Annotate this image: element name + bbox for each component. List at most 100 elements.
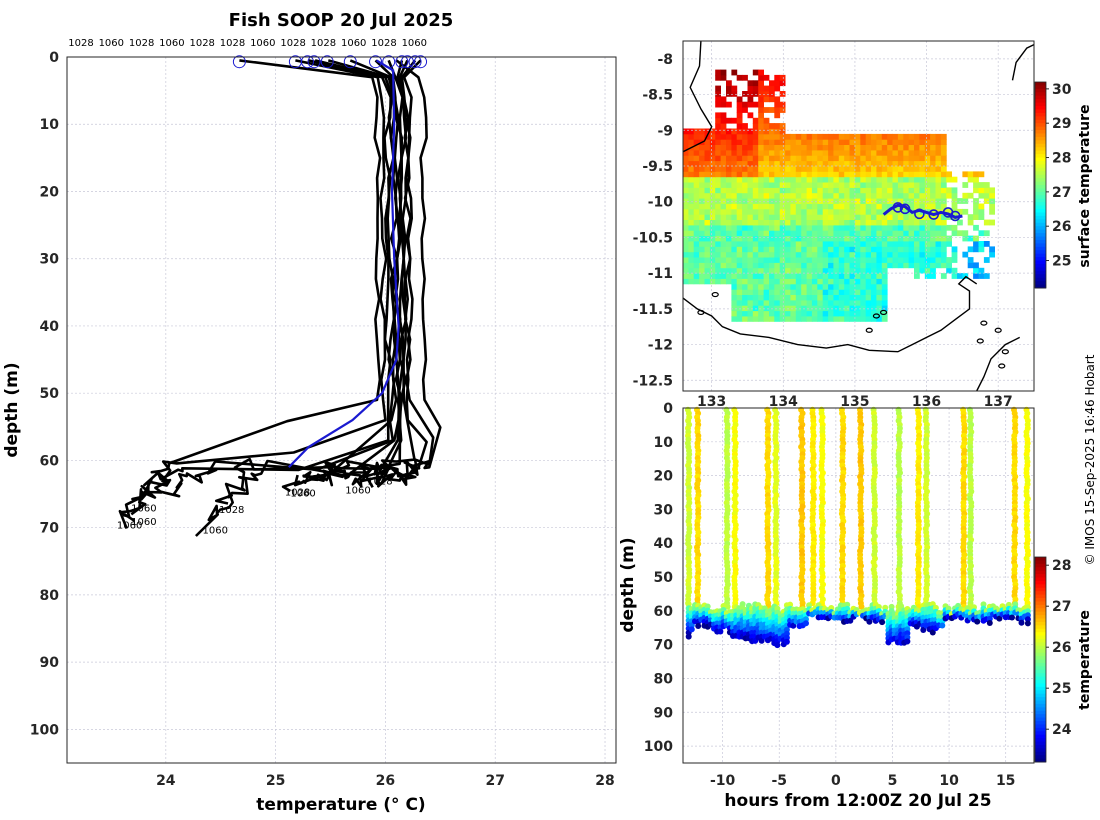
sst-cell xyxy=(817,133,824,140)
section-colorbar-segment xyxy=(1035,727,1046,732)
sst-cell xyxy=(924,203,931,210)
section-colorbar-segment xyxy=(1035,645,1046,650)
section-colorbar-segment xyxy=(1035,741,1046,746)
sst-cell xyxy=(736,149,743,156)
sst-cell xyxy=(822,176,829,183)
sst-cell xyxy=(699,155,705,162)
sst-cell xyxy=(758,149,764,156)
sst-cell xyxy=(838,219,845,226)
section-colorbar-segment xyxy=(1035,683,1046,688)
sst-cell xyxy=(806,192,813,199)
sst-cell xyxy=(946,257,952,263)
section-colorbar-segment xyxy=(1035,717,1046,722)
sst-cell xyxy=(897,176,904,183)
sst-cell xyxy=(774,219,781,226)
sst-cell xyxy=(822,149,829,156)
section-colorbar-segment xyxy=(1035,570,1046,575)
sst-cell xyxy=(769,107,775,113)
sst-cell xyxy=(940,235,947,242)
sst-cell xyxy=(726,262,732,269)
sst-cell xyxy=(742,171,748,178)
sst-cell xyxy=(779,219,786,226)
map-panel: 133 134 135 136 137-8-8.5-9-9.5-10-10.5-11-1… xyxy=(633,40,1093,410)
sst-cell xyxy=(683,203,689,210)
sst-cell xyxy=(833,176,840,183)
sst-cell xyxy=(688,171,695,178)
sst-cell xyxy=(806,133,813,140)
sst-cell xyxy=(887,182,893,188)
profile-x-tick-label: 24 xyxy=(156,773,176,789)
sst-cell xyxy=(871,241,877,247)
sst-cell xyxy=(973,187,979,194)
sst-cell xyxy=(838,273,845,279)
sst-cell xyxy=(715,203,721,210)
sst-cell xyxy=(903,182,910,188)
sst-cell xyxy=(688,257,695,263)
map-colorbar-segment xyxy=(1035,185,1046,189)
section-colorbar-segment xyxy=(1035,563,1046,568)
sst-cell xyxy=(983,182,990,188)
sst-cell xyxy=(709,230,716,237)
sst-cell xyxy=(871,144,877,151)
sst-cell xyxy=(973,176,979,183)
section-colorbar-tick-label: 27 xyxy=(1052,599,1071,615)
sst-cell xyxy=(860,283,867,290)
map-colorbar-segment xyxy=(1035,219,1046,224)
coastline xyxy=(682,275,978,353)
sst-cell xyxy=(854,278,861,285)
sst-cell xyxy=(871,299,877,306)
sst-cell xyxy=(854,235,861,242)
sst-cell xyxy=(860,224,867,231)
sst-cell xyxy=(903,171,910,178)
sst-cell xyxy=(731,257,738,263)
sst-cell xyxy=(774,203,781,210)
sst-cell xyxy=(838,299,845,306)
sst-cell xyxy=(779,133,786,140)
sst-cell xyxy=(865,230,872,237)
sst-cell xyxy=(779,74,786,81)
sst-cell xyxy=(924,149,931,156)
sst-cell xyxy=(940,192,947,199)
sst-cell xyxy=(763,241,770,247)
surface-marker xyxy=(300,55,314,69)
sst-cell xyxy=(903,224,910,231)
sst-cell xyxy=(726,198,732,204)
sst-cell xyxy=(871,171,877,178)
sst-cell xyxy=(801,283,807,290)
sst-cell xyxy=(715,235,721,242)
sst-cell xyxy=(801,262,807,269)
sst-cell xyxy=(892,182,899,188)
sst-cell xyxy=(833,224,840,231)
sst-cell xyxy=(726,128,732,135)
sst-cell xyxy=(940,144,947,151)
sst-cell xyxy=(838,262,845,269)
sst-cell xyxy=(935,262,942,269)
sst-cell xyxy=(838,139,845,145)
sst-cell xyxy=(758,182,764,188)
sst-cell xyxy=(683,171,689,178)
sst-cell xyxy=(838,305,845,312)
sst-cell xyxy=(774,80,781,87)
map-colorbar-segment xyxy=(1035,281,1046,286)
sst-cell xyxy=(881,310,888,317)
sst-cell xyxy=(736,278,743,285)
profile-top-label: 1060 xyxy=(159,38,184,49)
sst-cell xyxy=(946,262,952,269)
sst-cell xyxy=(774,294,781,301)
sst-cell xyxy=(736,299,743,306)
sst-cell xyxy=(935,251,942,258)
section-colorbar-segment xyxy=(1035,625,1046,630)
sst-cell xyxy=(828,267,834,274)
sst-cell xyxy=(871,139,877,145)
sst-cell xyxy=(935,257,942,263)
sst-cell xyxy=(828,316,834,322)
sst-cell xyxy=(854,310,861,317)
sst-cell xyxy=(908,144,915,151)
sst-cell xyxy=(833,230,840,237)
sst-cell xyxy=(930,224,936,231)
map-colorbar-segment xyxy=(1035,212,1046,217)
sst-cell xyxy=(854,166,861,172)
sst-cell xyxy=(779,107,786,113)
sst-cell xyxy=(919,160,926,167)
sst-cell xyxy=(790,198,797,204)
